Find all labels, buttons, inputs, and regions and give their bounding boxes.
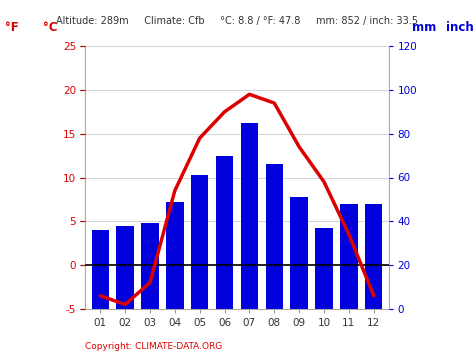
Bar [365, 204, 383, 309]
Bar [241, 123, 258, 309]
Bar [216, 155, 233, 309]
Bar [265, 164, 283, 309]
Bar [166, 202, 183, 309]
Text: inch: inch [446, 21, 474, 34]
Bar [291, 197, 308, 309]
Bar [141, 224, 159, 309]
Text: °F: °F [5, 21, 19, 34]
Bar [340, 204, 357, 309]
Text: °C: °C [43, 21, 57, 34]
Bar [91, 230, 109, 309]
Bar [117, 226, 134, 309]
Bar [191, 175, 209, 309]
Text: mm: mm [412, 21, 437, 34]
Text: Altitude: 289m     Climate: Cfb     °C: 8.8 / °F: 47.8     mm: 852 / inch: 33.5: Altitude: 289m Climate: Cfb °C: 8.8 / °F… [56, 16, 418, 26]
Bar [315, 228, 333, 309]
Text: Copyright: CLIMATE-DATA.ORG: Copyright: CLIMATE-DATA.ORG [85, 343, 223, 351]
